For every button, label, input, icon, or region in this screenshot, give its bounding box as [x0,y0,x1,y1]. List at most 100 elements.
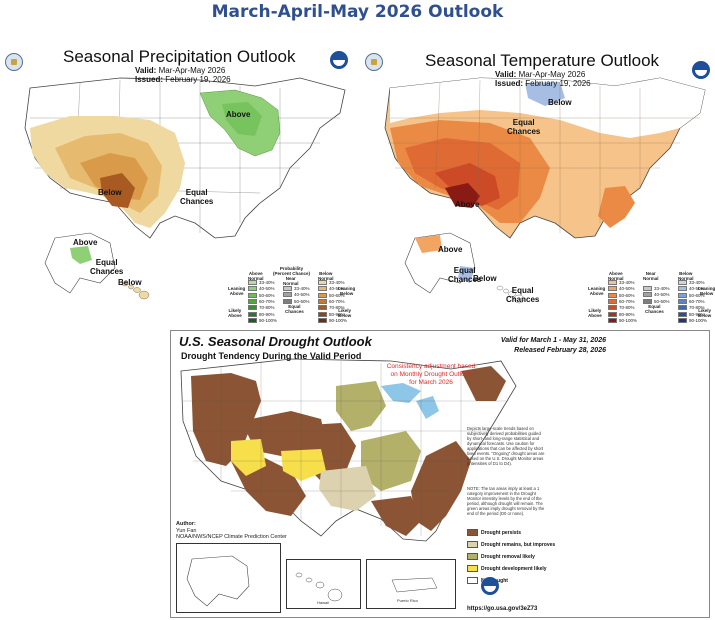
temp-legend-bin-label: 40-50% [654,292,670,298]
precip-label-below-hi: Below [118,278,142,287]
drought-legend-label: Drought removal likely [481,553,535,560]
precip-legend-above-swatch: 33-40% [248,280,275,285]
temp-label-below-ak: Below [473,274,497,283]
precip-valid: Valid: Mar-Apr-May 2026 [135,66,226,75]
precip-legend-bin-label: 33-40% [294,286,310,291]
noaa-logo-icon [481,577,499,595]
puerto-rico-label: Puerto Rico [397,598,418,603]
temp-legend-bin-label: 33-40% [654,286,670,291]
temp-label-above-ak: Above [438,245,463,254]
precip-legend-below-swatch: 80-90% [318,311,345,317]
precip-legend-below-swatch: 70-80% [318,305,345,311]
temp-legend: Above Normal Near Normal Below Normal Le… [588,271,715,323]
temp-legend-below-swatch: 80-90% [678,311,705,317]
temp-label-equal-chances-ak: Equal Chances [448,266,482,284]
temp-legend-near-swatch: 33-40% [643,286,670,291]
temp-legend-above-swatch: 50-60% [608,292,635,298]
precip-legend-above-swatch: 40-50% [248,286,275,292]
temp-legend-below-swatch: 90-100% [678,317,707,323]
precip-legend-near-swatch: 33-40% [283,286,310,291]
temp-label-equal-chances: Equal Chances [507,118,541,136]
precip-legend-bin-label: 80-90% [329,311,345,317]
precip-legend-bin-label: 70-80% [259,305,275,311]
precip-legend-bin-label: 33-40% [329,280,345,285]
precip-issued: Issued: February 19, 2026 [135,75,231,84]
temp-valid: Valid: Mar-Apr-May 2026 [495,70,586,79]
precip-legend-bin-label: 50-60% [294,298,310,304]
precip-label-below: Below [98,188,122,197]
drought-note-2: NOTE: The tan areas imply at least a 1 c… [467,486,545,516]
precip-label-equal-chances: Equal Chances [180,188,214,206]
precip-legend-below-swatch: 50-60% [318,292,345,298]
temp-legend-bin-label: 90-100% [619,317,638,323]
temp-legend-bin-label: 70-80% [689,305,705,311]
temp-legend-above-swatch: 33-40% [608,280,635,285]
precip-legend: Above Normal Probability (Percent Chance… [228,266,355,323]
precip-legend-bin-label: 40-50% [294,292,310,298]
precip-legend-bin-label: 33-40% [259,280,275,285]
alaska-inset [176,543,281,613]
temp-legend-bin-label: 50-60% [654,298,670,304]
precip-legend-below-swatch: 40-50% [318,286,345,292]
temp-legend-below-swatch: 40-50% [678,286,705,292]
temp-legend-near-swatch: 40-50% [643,292,670,298]
temp-legend-below-swatch: 70-80% [678,305,705,311]
precip-label-above-ne: Above [226,110,251,119]
temp-legend-bin-label: 70-80% [619,305,635,311]
drought-subtitle: Drought Tendency During the Valid Period [181,351,362,361]
temp-legend-above-swatch: 40-50% [608,286,635,292]
temp-outlook-panel: Seasonal Temperature Outlook Valid: Mar-… [360,38,715,328]
drought-legend-item: Drought remains, but improves [467,541,555,548]
temp-legend-near-swatch: 50-60% [643,298,670,304]
drought-legend-item: Drought persists [467,529,521,536]
temp-title: Seasonal Temperature Outlook [425,51,660,70]
temp-map [384,77,706,304]
precip-legend-above-swatch: 60-70% [248,298,275,304]
drought-legend-item: Drought removal likely [467,553,535,560]
temp-legend-bin-label: 50-60% [619,292,635,298]
temp-legend-below-swatch: 33-40% [678,280,705,285]
precip-legend-above-swatch: 70-80% [248,305,275,311]
precip-legend-below-swatch: 33-40% [318,280,345,285]
precip-legend-near-swatch: 50-60% [283,298,310,304]
puerto-rico-inset: Puerto Rico [366,559,456,609]
temp-legend-bin-label: 60-70% [689,298,705,304]
temp-legend-above-swatch: 90-100% [608,317,638,323]
drought-legend-swatch [467,577,478,584]
temp-legend-bin-label: 33-40% [619,280,635,285]
temp-legend-bin-label: 33-40% [689,280,705,285]
temp-legend-bin-label: 60-70% [619,298,635,304]
precip-map [24,77,346,300]
precip-legend-above-swatch: 90-100% [248,317,277,323]
precip-legend-bin-label: 60-70% [329,298,345,304]
drought-note-1: Depicts large-scale trends based on subj… [467,426,545,466]
precip-legend-below-swatch: 60-70% [318,298,345,304]
temp-legend-bin-label: 80-90% [619,311,635,317]
noaa-logo-icon [330,51,348,69]
temp-legend-above-swatch: 60-70% [608,298,635,304]
doc-seal-icon [365,53,383,71]
drought-legend-label: Drought remains, but improves [481,541,556,548]
temp-label-below-north: Below [548,98,572,107]
drought-legend-item: Drought development likely [467,565,547,572]
temp-issued: Issued: February 19, 2026 [495,79,591,88]
precip-legend-below-swatch: 90-100% [318,317,347,323]
drought-legend-swatch [467,541,478,548]
drought-legend-swatch [467,553,478,560]
drought-legend-swatch [467,529,478,536]
drought-title: U.S. Seasonal Drought Outlook [179,334,372,349]
precip-title: Seasonal Precipitation Outlook [63,47,296,66]
drought-author: Author: Yun Fan NOAA/NWS/NCEP Climate Pr… [176,521,287,540]
hawaii-inset: Hawaii [286,559,361,609]
precip-label-above-ak: Above [73,238,98,247]
drought-valid: Valid for March 1 - May 31, 2026 [500,337,606,344]
drought-url[interactable]: https://go.usa.gov/3eZ73 [467,606,538,612]
precip-legend-bin-label: 70-80% [329,305,345,311]
precip-legend-bin-label: 40-50% [329,286,345,292]
drought-legend-label: Drought persists [481,529,522,536]
hawaii-label: Hawaii [317,600,330,605]
drought-outlook-panel: U.S. Seasonal Drought Outlook Drought Te… [170,330,710,618]
temp-legend-above-swatch: 80-90% [608,311,635,317]
precip-legend-bin-label: 50-60% [329,292,345,298]
precip-legend-bin-label: 60-70% [259,298,275,304]
